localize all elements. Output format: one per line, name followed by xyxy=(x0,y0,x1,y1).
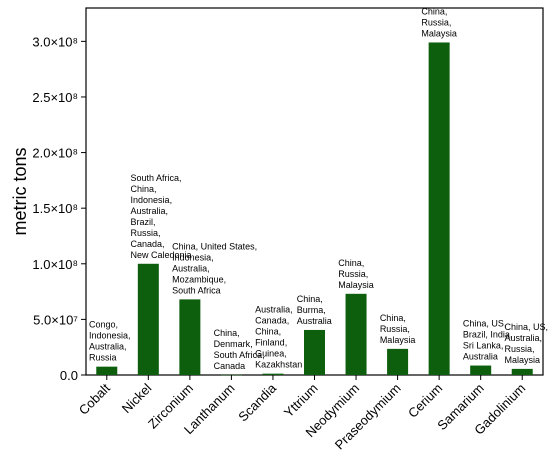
y-axis-label: metric tons xyxy=(10,147,30,235)
bar-neodymium xyxy=(345,293,367,375)
annotation-line: Brazil, xyxy=(131,217,156,227)
annotation-neodymium: China,Russia,Malaysia xyxy=(338,258,374,290)
annotation-line: Canada xyxy=(214,361,246,371)
annotation-samarium: China, US,Brazil, India,Sri Lanka, Austr… xyxy=(463,319,513,362)
bar-cobalt xyxy=(96,366,118,375)
annotation-line: South Africa, xyxy=(214,350,265,360)
annotation-line: Indonesia, xyxy=(172,252,214,262)
bar-nickel xyxy=(137,263,159,375)
annotation-line: China, xyxy=(131,184,157,194)
bar-gadolinium xyxy=(511,368,533,375)
annotation-line: Malaysia xyxy=(338,280,374,290)
annotation-yttrium: China,Burma,Australia xyxy=(297,294,332,326)
annotation-line: Canada, xyxy=(255,316,289,326)
annotation-cerium: China,Russia,Malaysia xyxy=(421,6,457,38)
annotation-line: Congo, xyxy=(89,320,118,330)
annotation-line: Brazil, India, xyxy=(463,330,513,340)
bar-praseodymium xyxy=(387,348,409,375)
y-tick-label: 1.5×10⁸ xyxy=(32,201,78,216)
annotation-line: Russia xyxy=(89,353,117,363)
annotation-line: Russia, xyxy=(504,344,534,354)
annotation-line: China, United States, xyxy=(172,241,257,251)
annotation-zirconium: China, United States,Indonesia,Australia… xyxy=(172,241,257,295)
annotation-line: Burma, xyxy=(297,305,326,315)
y-tick-label: 2.5×10⁸ xyxy=(32,90,78,105)
annotation-line: China, xyxy=(214,328,240,338)
annotation-cobalt: Congo,Indonesia,Australia,Russia xyxy=(89,320,131,363)
annotation-line: South Africa, xyxy=(131,173,182,183)
annotation-line: China, xyxy=(421,6,447,16)
annotation-lanthanum: China,Denmark,South Africa,Canada xyxy=(214,328,265,371)
annotation-line: Australia, xyxy=(172,263,210,273)
x-tick-label: Scandia xyxy=(235,380,279,424)
y-tick-label: 1.0×10⁸ xyxy=(32,257,78,272)
bar-zirconium xyxy=(179,299,201,375)
annotation-praseodymium: China,Russia,Malaysia xyxy=(380,313,416,345)
bar-cerium xyxy=(428,42,450,375)
annotation-line: Malaysia xyxy=(421,28,457,38)
x-tick-label: Cerium xyxy=(405,381,445,421)
bar-samarium xyxy=(470,365,492,375)
annotation-line: China, xyxy=(255,327,281,337)
y-tick-label: 5.0×10⁷ xyxy=(33,312,78,327)
annotation-scandia: Australia,Canada,China,Finland,Guinea,Ka… xyxy=(255,305,302,370)
annotation-line: Mozambique, xyxy=(172,274,226,284)
annotation-line: Russia, xyxy=(421,17,451,27)
y-tick-label: 2.0×10⁸ xyxy=(32,146,78,161)
bar-yttrium xyxy=(304,329,325,375)
annotation-line: Indonesia, xyxy=(89,331,131,341)
annotation-line: Sri Lanka, xyxy=(463,341,504,351)
annotation-line: South Africa xyxy=(172,285,221,295)
annotation-line: Kazakhstan xyxy=(255,360,302,370)
annotation-line: China, US, xyxy=(463,319,507,329)
annotation-gadolinium: China, US,Australia,Russia,Malaysia xyxy=(504,322,548,365)
annotation-line: Australia, xyxy=(131,206,169,216)
bars xyxy=(96,42,533,376)
annotation-line: Canada, xyxy=(131,239,165,249)
annotation-line: China, xyxy=(297,294,323,304)
annotation-nickel: South Africa,China,Indonesia,Australia,B… xyxy=(131,173,192,260)
annotation-line: Australia, xyxy=(255,305,293,315)
annotation-line: Australia xyxy=(463,352,498,362)
y-tick-label: 3.0×10⁸ xyxy=(32,34,78,49)
annotation-line: Australia, xyxy=(504,333,542,343)
annotation-line: Russia, xyxy=(380,324,410,334)
annotation-line: Australia, xyxy=(89,342,127,352)
annotation-line: Russia, xyxy=(131,228,161,238)
annotation-line: Malaysia xyxy=(380,335,416,345)
annotation-line: Malaysia xyxy=(504,355,540,365)
x-tick-label: Cobalt xyxy=(76,380,113,417)
x-tick-label: Yttrium xyxy=(281,381,321,421)
annotation-line: New Caledonia xyxy=(131,250,192,260)
annotation-line: China, US, xyxy=(504,322,548,332)
annotation-line: China, xyxy=(338,258,364,268)
annotation-line: Russia, xyxy=(338,269,368,279)
annotation-line: Indonesia, xyxy=(131,195,173,205)
annotation-line: Denmark, xyxy=(214,339,253,349)
annotation-line: Finland, xyxy=(255,338,287,348)
y-tick-label: 0.0 xyxy=(60,368,78,383)
y-axis: 0.0 5.0×10⁷ 1.0×10⁸ 1.5×10⁸ 2.0×10⁸ 2.5×10⁸ 3.… xyxy=(32,34,86,383)
annotation-line: China, xyxy=(380,313,406,323)
x-tick-label: Nickel xyxy=(119,380,155,416)
annotation-line: Australia xyxy=(297,316,332,326)
bar-scandia xyxy=(262,373,284,375)
annotation-line: Guinea, xyxy=(255,349,287,359)
